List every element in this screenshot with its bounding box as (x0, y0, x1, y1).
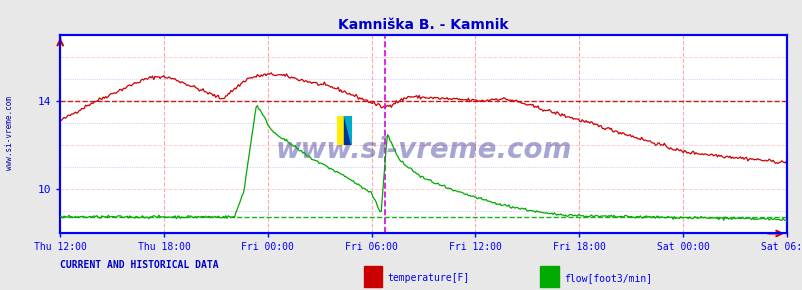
Text: temperature[F]: temperature[F] (387, 273, 468, 283)
Text: www.si-vreme.com: www.si-vreme.com (5, 96, 14, 171)
Polygon shape (337, 116, 344, 145)
Text: flow[foot3/min]: flow[foot3/min] (563, 273, 651, 283)
Text: CURRENT AND HISTORICAL DATA: CURRENT AND HISTORICAL DATA (60, 260, 219, 270)
Polygon shape (344, 116, 351, 145)
Polygon shape (344, 116, 351, 145)
Text: www.si-vreme.com: www.si-vreme.com (275, 136, 571, 164)
Polygon shape (337, 116, 344, 145)
Title: Kamniška B. - Kamnik: Kamniška B. - Kamnik (338, 18, 508, 32)
